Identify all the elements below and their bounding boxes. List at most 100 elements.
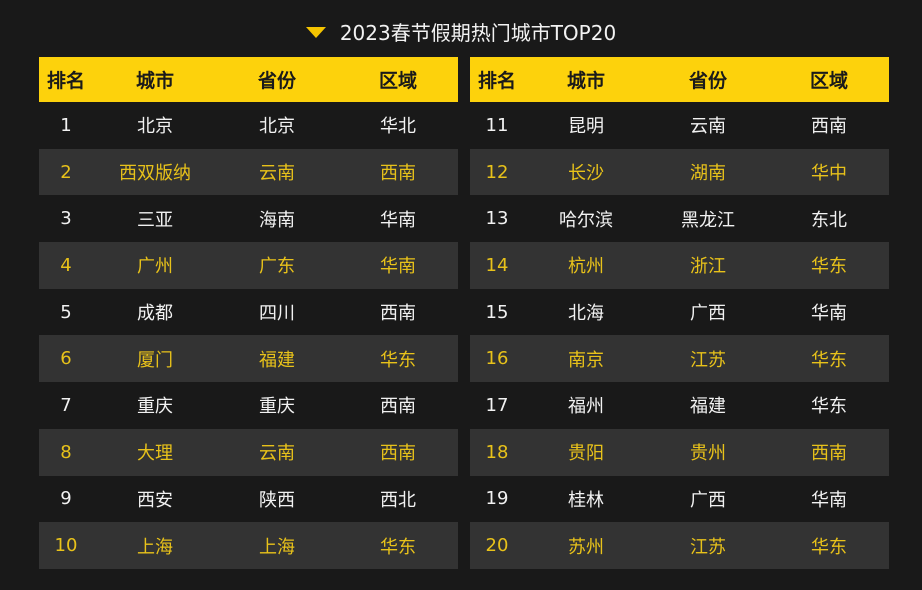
- header-region: 区域: [378, 70, 417, 92]
- city-cell: 长沙: [568, 163, 604, 185]
- province-cell: 福建: [690, 396, 726, 418]
- header-rank: 排名: [477, 70, 516, 92]
- page-title: 2023春节假期热门城市TOP20: [0, 20, 922, 46]
- header-city: 城市: [135, 70, 174, 92]
- region-cell: 华东: [811, 349, 847, 371]
- province-cell: 江苏: [690, 536, 726, 558]
- province-cell: 贵州: [690, 443, 726, 465]
- table-header: 排名 城市 省份 区域: [39, 57, 458, 102]
- city-cell: 南京: [568, 349, 604, 371]
- rank-cell: 10: [54, 535, 78, 557]
- region-cell: 华南: [811, 489, 847, 511]
- table-row: 9 西安 陕西 西北: [39, 476, 458, 523]
- title-text: 2023春节假期热门城市TOP20: [339, 21, 617, 45]
- region-cell: 东北: [811, 209, 847, 231]
- rank-cell: 19: [485, 488, 509, 510]
- rank-cell: 11: [485, 114, 509, 136]
- table-row: 12 长沙 湖南 华中: [470, 148, 889, 196]
- region-cell: 华东: [380, 536, 416, 558]
- region-cell: 华东: [380, 349, 416, 371]
- city-cell: 上海: [137, 536, 173, 558]
- city-cell: 广州: [137, 256, 173, 278]
- province-cell: 广西: [690, 489, 726, 511]
- header-province: 省份: [257, 70, 296, 92]
- city-cell: 北海: [568, 303, 604, 325]
- table-row: 7 重庆 重庆 西南: [39, 382, 458, 429]
- city-cell: 三亚: [137, 209, 173, 231]
- table-row: 13 哈尔滨 黑龙江 东北: [470, 195, 889, 242]
- province-cell: 广西: [690, 303, 726, 325]
- header-region: 区域: [809, 70, 848, 92]
- rank-cell: 1: [60, 114, 72, 136]
- rank-cell: 12: [485, 161, 509, 183]
- rank-cell: 5: [60, 301, 72, 323]
- table-row: 19 桂林 广西 华南: [470, 476, 889, 523]
- province-cell: 重庆: [259, 396, 295, 418]
- region-cell: 华北: [380, 116, 416, 138]
- city-cell: 福州: [568, 396, 604, 418]
- header-rank: 排名: [46, 70, 85, 92]
- city-cell: 哈尔滨: [559, 209, 613, 231]
- city-cell: 昆明: [568, 116, 604, 138]
- city-cell: 成都: [137, 303, 173, 325]
- province-cell: 北京: [259, 116, 295, 138]
- region-cell: 华东: [811, 536, 847, 558]
- province-cell: 黑龙江: [681, 209, 735, 231]
- region-cell: 西南: [811, 443, 847, 465]
- rank-cell: 3: [60, 208, 72, 230]
- table-header: 排名 城市 省份 区域: [470, 57, 889, 102]
- region-cell: 西南: [380, 303, 416, 325]
- city-cell: 贵阳: [568, 443, 604, 465]
- header-province: 省份: [688, 70, 727, 92]
- rank-cell: 13: [485, 208, 509, 230]
- city-cell: 杭州: [568, 256, 604, 278]
- rank-cell: 20: [485, 535, 509, 557]
- table-row: 5 成都 四川 西南: [39, 289, 458, 336]
- province-cell: 浙江: [690, 256, 726, 278]
- region-cell: 华南: [380, 209, 416, 231]
- region-cell: 华中: [811, 163, 847, 185]
- table-row: 20 苏州 江苏 华东: [470, 522, 889, 569]
- city-cell: 厦门: [137, 349, 173, 371]
- triangle-down-icon: [305, 27, 326, 38]
- province-cell: 云南: [690, 116, 726, 138]
- table-row: 14 杭州 浙江 华东: [470, 242, 889, 289]
- ranking-table-right: 排名 城市 省份 区域 11 昆明 云南 西南 12 长沙 湖南 华中 13 哈尔滨 黑龙江 东北 14 杭州 浙江…: [470, 57, 889, 569]
- region-cell: 西北: [380, 489, 416, 511]
- province-cell: 福建: [259, 349, 295, 371]
- rank-cell: 8: [60, 441, 72, 463]
- city-cell: 大理: [137, 443, 173, 465]
- rank-cell: 7: [60, 394, 72, 416]
- region-cell: 西南: [380, 396, 416, 418]
- region-cell: 华东: [811, 256, 847, 278]
- province-cell: 上海: [259, 536, 295, 558]
- province-cell: 四川: [259, 303, 295, 325]
- rank-cell: 4: [60, 254, 72, 276]
- table-row: 11 昆明 云南 西南: [470, 102, 889, 149]
- table-row: 10 上海 上海 华东: [39, 522, 458, 569]
- province-cell: 云南: [259, 163, 295, 185]
- city-cell: 北京: [137, 116, 173, 138]
- province-cell: 湖南: [690, 163, 726, 185]
- table-row: 1 北京 北京 华北: [39, 102, 458, 149]
- table-row: 15 北海 广西 华南: [470, 289, 889, 336]
- rank-cell: 6: [60, 348, 72, 370]
- province-cell: 广东: [259, 256, 295, 278]
- rank-cell: 14: [485, 254, 509, 276]
- city-cell: 西安: [137, 489, 173, 511]
- rank-cell: 18: [485, 441, 509, 463]
- rank-cell: 2: [60, 161, 72, 183]
- province-cell: 陕西: [259, 489, 295, 511]
- region-cell: 华南: [811, 303, 847, 325]
- header-city: 城市: [566, 70, 605, 92]
- table-row: 2 西双版纳 云南 西南: [39, 148, 458, 196]
- table-row: 8 大理 云南 西南: [39, 428, 458, 476]
- table-row: 3 三亚 海南 华南: [39, 195, 458, 242]
- city-cell: 苏州: [568, 536, 604, 558]
- region-cell: 西南: [380, 163, 416, 185]
- ranking-table-left: 排名 城市 省份 区域 1 北京 北京 华北 2 西双版纳 云南 西南 3 三亚 海南 华南 4 广州 广东 华南 5 成…: [39, 57, 458, 569]
- region-cell: 西南: [811, 116, 847, 138]
- rank-cell: 17: [485, 394, 509, 416]
- table-row: 4 广州 广东 华南: [39, 242, 458, 289]
- province-cell: 云南: [259, 443, 295, 465]
